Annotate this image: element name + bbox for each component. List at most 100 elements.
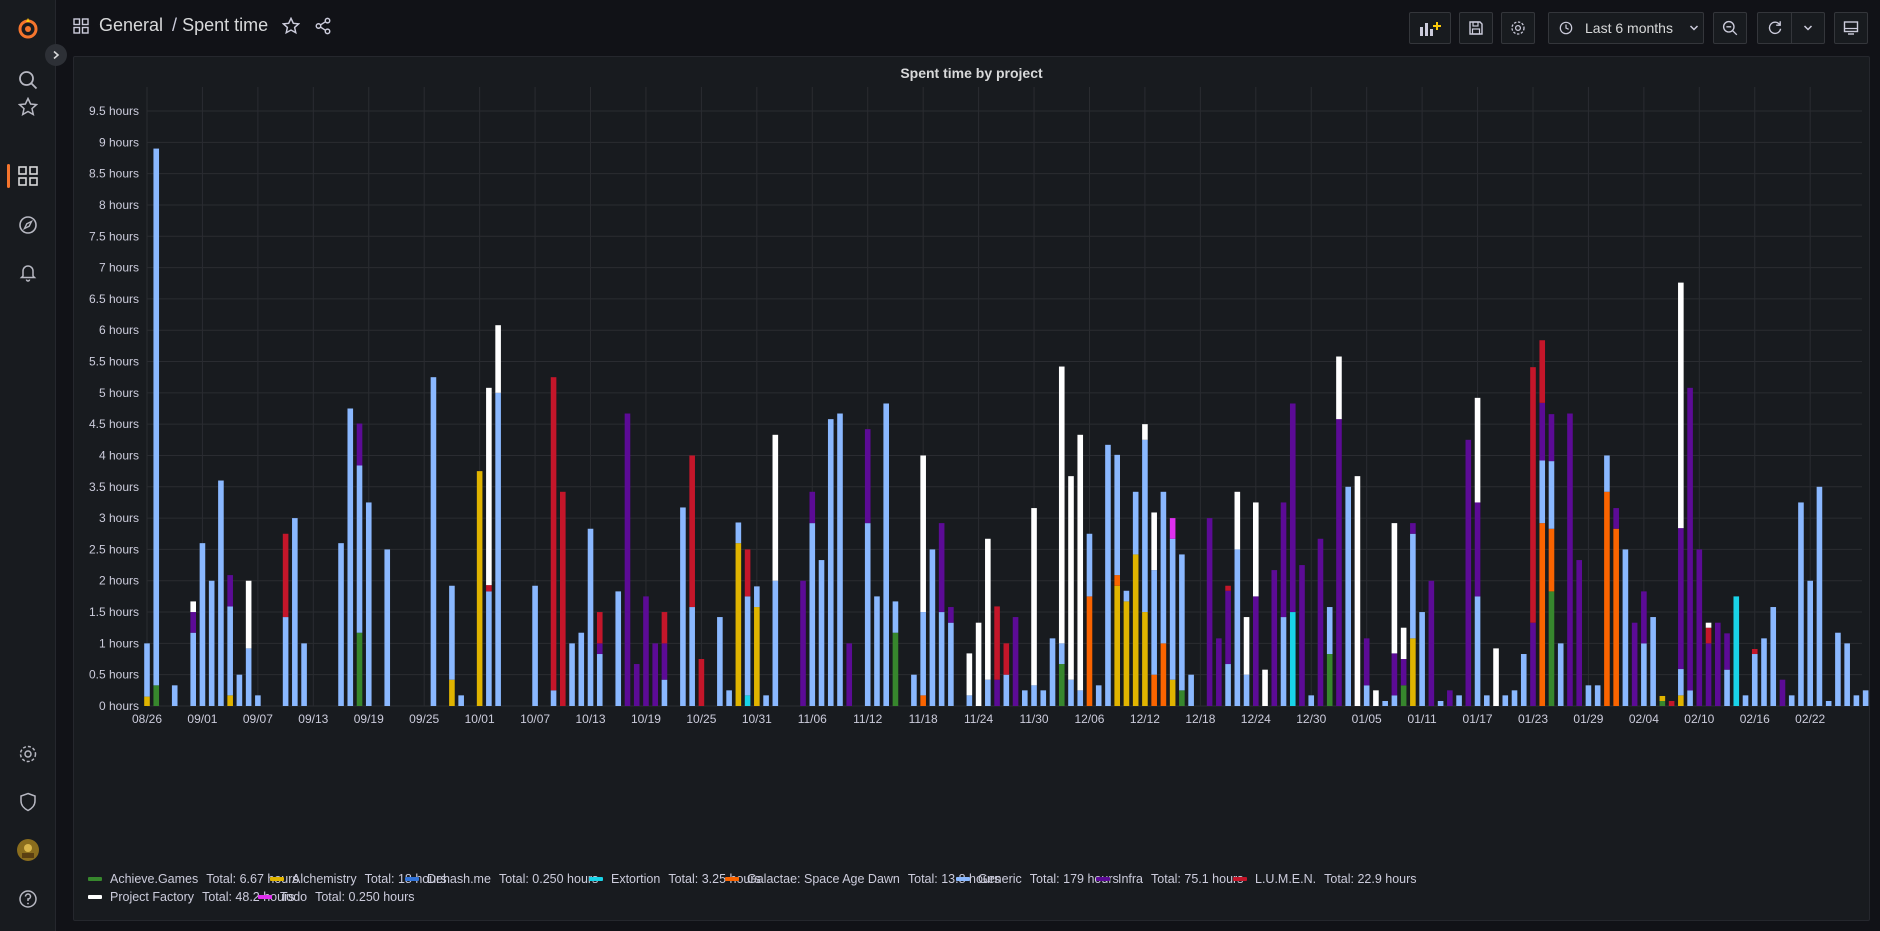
bar-segment[interactable] bbox=[1530, 367, 1536, 623]
bar-segment[interactable] bbox=[1548, 461, 1555, 529]
bar-segment[interactable] bbox=[1604, 491, 1610, 706]
bar-segment[interactable] bbox=[726, 690, 732, 706]
bar-segment[interactable] bbox=[495, 392, 501, 706]
bar-segment[interactable] bbox=[1114, 454, 1120, 576]
bar-segment[interactable] bbox=[1733, 596, 1740, 706]
bar-segment[interactable] bbox=[1539, 523, 1546, 706]
bar-segment[interactable] bbox=[1105, 444, 1111, 706]
bar-segment[interactable] bbox=[864, 523, 871, 706]
bar-segment[interactable] bbox=[735, 543, 742, 706]
bar-segment[interactable] bbox=[966, 653, 973, 696]
legend-item[interactable]: Galactae: Space Age Dawn Total: 13.8 hour… bbox=[725, 872, 1000, 886]
bar-segment[interactable] bbox=[1391, 653, 1398, 696]
bar-segment[interactable] bbox=[1742, 695, 1749, 706]
bar-segment[interactable] bbox=[1576, 560, 1582, 706]
grafana-logo-icon[interactable] bbox=[14, 14, 42, 42]
panel-title[interactable]: Spent time by project bbox=[900, 65, 1043, 81]
bar-segment[interactable] bbox=[1539, 460, 1546, 524]
bar-segment[interactable] bbox=[153, 148, 160, 686]
bar-segment[interactable] bbox=[929, 549, 936, 706]
bar-segment[interactable] bbox=[476, 471, 483, 706]
bar-segment[interactable] bbox=[560, 491, 566, 706]
bar-segment[interactable] bbox=[1715, 622, 1721, 706]
save-dashboard-button[interactable] bbox=[1459, 12, 1493, 44]
bar-segment[interactable] bbox=[1382, 700, 1388, 706]
bar-segment[interactable] bbox=[717, 617, 723, 706]
bar-segment[interactable] bbox=[1567, 413, 1573, 706]
bar-segment[interactable] bbox=[301, 643, 307, 706]
bar-segment[interactable] bbox=[1724, 669, 1730, 706]
bar-segment[interactable] bbox=[1641, 643, 1647, 706]
bar-segment[interactable] bbox=[1373, 690, 1379, 706]
bar-segment[interactable] bbox=[1206, 518, 1213, 706]
bar-segment[interactable] bbox=[744, 596, 751, 696]
bar-segment[interactable] bbox=[1391, 695, 1398, 706]
bar-segment[interactable] bbox=[1678, 695, 1684, 706]
bar-segment[interactable] bbox=[1114, 575, 1120, 586]
bar-segment[interactable] bbox=[698, 659, 705, 706]
bar-segment[interactable] bbox=[1668, 700, 1675, 706]
bar-segment[interactable] bbox=[1363, 638, 1370, 686]
bar-segment[interactable] bbox=[1650, 617, 1656, 706]
bar-segment[interactable] bbox=[1188, 674, 1194, 706]
bar-segment[interactable] bbox=[1336, 356, 1342, 420]
bar-segment[interactable] bbox=[1160, 491, 1167, 644]
bar-segment[interactable] bbox=[1705, 622, 1712, 628]
bar-segment[interactable] bbox=[1031, 508, 1037, 686]
bar-segment[interactable] bbox=[754, 607, 760, 706]
bar-segment[interactable] bbox=[1058, 664, 1065, 706]
bar-segment[interactable] bbox=[1678, 669, 1684, 696]
bar-segment[interactable] bbox=[892, 601, 899, 633]
alerting-bell-icon[interactable] bbox=[14, 258, 42, 286]
bar-segment[interactable] bbox=[920, 612, 926, 696]
bar-segment[interactable] bbox=[1058, 643, 1065, 665]
bar-segment[interactable] bbox=[809, 523, 816, 706]
bar-segment[interactable] bbox=[1142, 612, 1148, 706]
bar-segment[interactable] bbox=[809, 491, 816, 524]
bar-segment[interactable] bbox=[1502, 695, 1509, 706]
bar-segment[interactable] bbox=[1216, 638, 1222, 706]
bar-segment[interactable] bbox=[1678, 282, 1684, 529]
bar-segment[interactable] bbox=[1807, 580, 1813, 706]
bar-segment[interactable] bbox=[994, 679, 1000, 706]
legend-item[interactable]: Achieve.Games Total: 6.67 hours bbox=[88, 872, 299, 886]
view-mode-button[interactable] bbox=[1834, 12, 1868, 44]
bar-segment[interactable] bbox=[624, 413, 631, 706]
bar-segment[interactable] bbox=[1253, 502, 1259, 597]
bar-segment[interactable] bbox=[1474, 596, 1481, 706]
bar-segment[interactable] bbox=[1557, 643, 1564, 706]
legend-item[interactable]: Dehash.me Total: 0.250 hours bbox=[405, 872, 598, 886]
bar-segment[interactable] bbox=[1862, 690, 1869, 706]
bar-segment[interactable] bbox=[1095, 685, 1102, 706]
bar-segment[interactable] bbox=[1077, 690, 1084, 706]
bar-segment[interactable] bbox=[1678, 528, 1684, 670]
bar-segment[interactable] bbox=[1844, 643, 1850, 706]
dashboard-title[interactable]: Spent time bbox=[182, 15, 269, 35]
bar-segment[interactable] bbox=[550, 377, 557, 691]
bar-segment[interactable] bbox=[633, 664, 640, 706]
bar-segment[interactable] bbox=[735, 522, 742, 544]
bar-segment[interactable] bbox=[486, 591, 492, 706]
bar-segment[interactable] bbox=[1142, 439, 1148, 613]
bar-segment[interactable] bbox=[1363, 685, 1370, 706]
bar-segment[interactable] bbox=[994, 606, 1000, 680]
bar-segment[interactable] bbox=[1280, 617, 1287, 706]
bar-segment[interactable] bbox=[1539, 340, 1546, 403]
bar-segment[interactable] bbox=[1151, 570, 1157, 675]
bar-segment[interactable] bbox=[1400, 627, 1407, 660]
bar-segment[interactable] bbox=[1613, 508, 1619, 529]
bar-segment[interactable] bbox=[1234, 491, 1241, 550]
configuration-gear-icon[interactable] bbox=[14, 740, 42, 768]
bar-segment[interactable] bbox=[1400, 685, 1407, 706]
star-icon[interactable] bbox=[282, 16, 301, 35]
bar-segment[interactable] bbox=[1622, 549, 1629, 706]
bar-segment[interactable] bbox=[430, 377, 437, 706]
bar-segment[interactable] bbox=[282, 533, 289, 618]
bar-segment[interactable] bbox=[199, 543, 206, 706]
bar-segment[interactable] bbox=[920, 455, 926, 613]
bar-segment[interactable] bbox=[818, 560, 825, 706]
bar-segment[interactable] bbox=[1428, 580, 1435, 706]
bar-segment[interactable] bbox=[449, 585, 455, 680]
help-icon[interactable] bbox=[14, 885, 42, 913]
bar-segment[interactable] bbox=[347, 408, 354, 707]
